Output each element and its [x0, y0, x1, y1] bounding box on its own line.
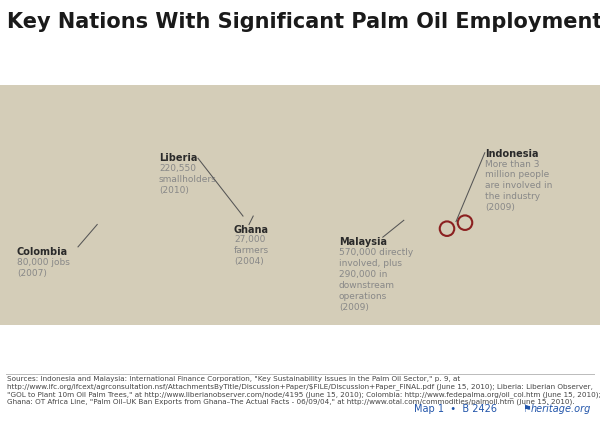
Text: (2010): (2010) — [159, 186, 189, 195]
Text: (2009): (2009) — [339, 303, 369, 312]
Text: the industry: the industry — [485, 192, 540, 201]
Text: million people: million people — [485, 170, 549, 179]
Text: Malaysia: Malaysia — [339, 237, 387, 247]
Text: Key Nations With Significant Palm Oil Employment: Key Nations With Significant Palm Oil Em… — [7, 12, 600, 32]
Text: Ghana: Ghana — [234, 225, 269, 235]
Text: (2009): (2009) — [485, 203, 515, 212]
Text: Map 1  •  B 2426: Map 1 • B 2426 — [414, 404, 497, 414]
Text: 220,550: 220,550 — [159, 164, 196, 173]
Text: operations: operations — [339, 292, 387, 301]
Text: farmers: farmers — [234, 246, 269, 255]
Text: involved, plus: involved, plus — [339, 259, 402, 268]
Text: smallholders: smallholders — [159, 175, 217, 184]
Text: heritage.org: heritage.org — [531, 404, 592, 414]
Text: 80,000 jobs: 80,000 jobs — [17, 258, 70, 267]
Text: (2004): (2004) — [234, 257, 264, 266]
Text: downstream: downstream — [339, 281, 395, 290]
Text: Indonesia: Indonesia — [485, 149, 538, 159]
Text: (2007): (2007) — [17, 269, 47, 278]
Text: 570,000 directly: 570,000 directly — [339, 248, 413, 257]
Text: ⚑: ⚑ — [522, 404, 531, 414]
Text: 27,000: 27,000 — [234, 235, 265, 244]
Text: Liberia: Liberia — [159, 153, 197, 163]
Text: More than 3: More than 3 — [485, 160, 539, 168]
Text: 290,000 in: 290,000 in — [339, 270, 388, 279]
Text: Sources: Indonesia and Malaysia: International Finance Corporation, "Key Sustain: Sources: Indonesia and Malaysia: Interna… — [7, 376, 600, 406]
Text: Colombia: Colombia — [17, 247, 68, 257]
Text: are involved in: are involved in — [485, 181, 552, 190]
